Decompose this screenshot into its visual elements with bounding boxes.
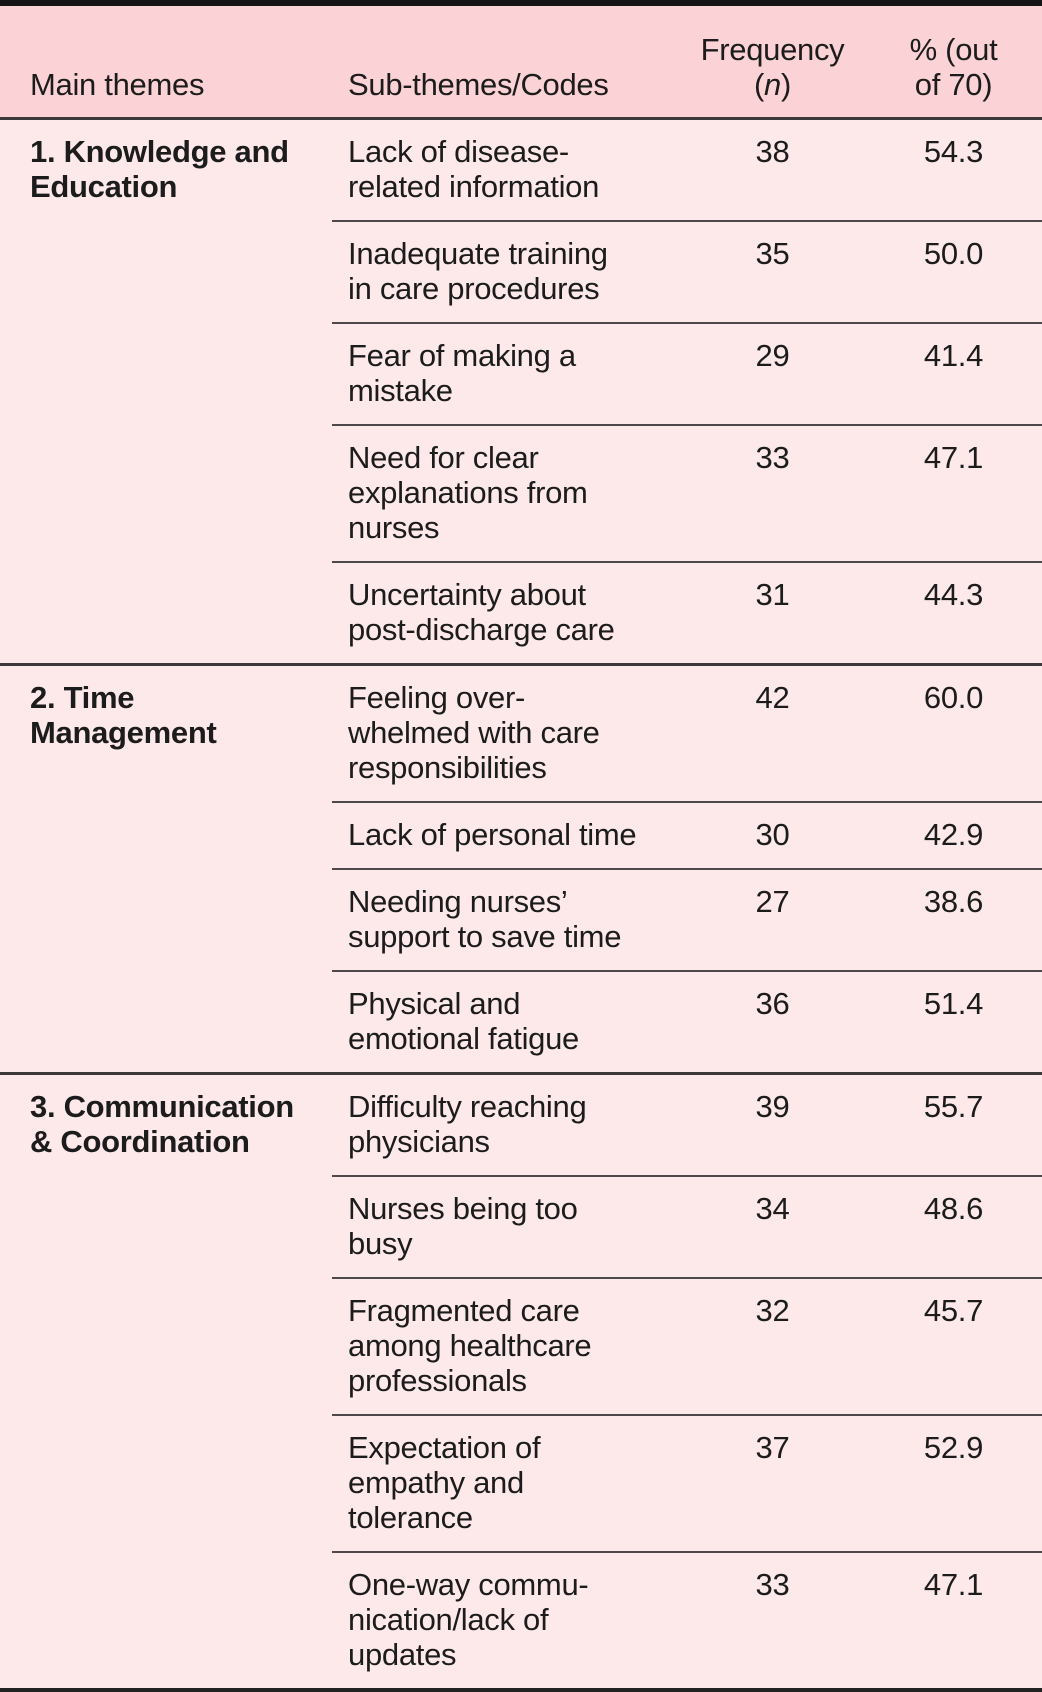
sub-theme-cell: Inadequate training in care procedures (348, 236, 608, 306)
table-row: Lack of disease- related information 38 … (332, 120, 1042, 220)
main-theme-label: 3. Communication & Coordination (30, 1089, 294, 1159)
percent-cell: 52.9 (923, 1430, 984, 1465)
frequency-cell: 42 (755, 680, 790, 715)
frequency-cell: 35 (755, 236, 790, 271)
percent-cell: 42.9 (923, 817, 984, 852)
table-row: Nurses being too busy 34 48.6 (332, 1175, 1042, 1277)
frequency-cell: 30 (755, 817, 790, 852)
table-row: Expectation of empathy and tolerance 37 … (332, 1414, 1042, 1551)
section-subrows: Difficulty reaching physicians 39 55.7 N… (332, 1075, 1042, 1688)
main-theme-label: 1. Knowledge and Education (30, 134, 289, 204)
table-header-row: Main themes Sub-themes/Codes Frequency (… (0, 6, 1042, 117)
header-main-themes: Main themes (30, 67, 205, 102)
percent-cell: 54.3 (923, 134, 984, 169)
frequency-cell: 38 (755, 134, 790, 169)
table-row: Physical and emotional fatigue 36 51.4 (332, 970, 1042, 1072)
theme-section-3: 3. Communication & Coordination Difficul… (0, 1072, 1042, 1688)
sub-theme-cell: Need for clear explanations from nurses (348, 440, 588, 545)
frequency-cell: 27 (755, 884, 790, 919)
sub-theme-cell: Expectation of empathy and tolerance (348, 1430, 541, 1535)
table-row: Difficulty reaching physicians 39 55.7 (332, 1075, 1042, 1175)
frequency-cell: 34 (755, 1191, 790, 1226)
sub-theme-cell: One-way commu- nication/lack of updates (348, 1567, 589, 1672)
sub-theme-cell: Physical and emotional fatigue (348, 986, 580, 1056)
table-row: Inadequate training in care procedures 3… (332, 220, 1042, 322)
header-percent: % (out of 70) (909, 32, 998, 102)
percent-cell: 50.0 (923, 236, 984, 271)
header-frequency: Frequency (n) (680, 32, 865, 102)
sub-theme-cell: Lack of disease- related information (348, 134, 600, 204)
frequency-cell: 29 (755, 338, 790, 373)
percent-cell: 47.1 (923, 1567, 984, 1602)
header-frequency-word: Frequency (700, 32, 845, 67)
frequency-cell: 32 (755, 1293, 790, 1328)
sub-theme-cell: Feeling over- whelmed with care responsi… (348, 680, 600, 785)
percent-cell: 48.6 (923, 1191, 984, 1226)
table-row: Fear of making a mistake 29 41.4 (332, 322, 1042, 424)
sub-theme-cell: Nurses being too busy (348, 1191, 578, 1261)
header-frequency-n: (n) (753, 67, 791, 102)
table-row: Uncertainty about post-discharge care 31… (332, 561, 1042, 663)
sub-theme-cell: Difficulty reaching physicians (348, 1089, 587, 1159)
frequency-cell: 31 (755, 577, 790, 612)
theme-section-1: 1. Knowledge and Education Lack of disea… (0, 117, 1042, 663)
percent-cell: 47.1 (923, 440, 984, 475)
percent-cell: 60.0 (923, 680, 984, 715)
theme-section-2: 2. Time Management Feeling over- whelmed… (0, 663, 1042, 1072)
main-theme-label: 2. Time Management (30, 680, 217, 750)
percent-cell: 44.3 (923, 577, 984, 612)
sub-theme-cell: Uncertainty about post-discharge care (348, 577, 615, 647)
table-row: Needing nurses’ support to save time 27 … (332, 868, 1042, 970)
frequency-cell: 39 (755, 1089, 790, 1124)
percent-cell: 55.7 (923, 1089, 984, 1124)
percent-cell: 41.4 (923, 338, 984, 373)
frequency-cell: 33 (755, 1567, 790, 1602)
percent-cell: 38.6 (923, 884, 984, 919)
table-row: Feeling over- whelmed with care responsi… (332, 666, 1042, 801)
frequency-cell: 36 (755, 986, 790, 1021)
table-row: Need for clear explanations from nurses … (332, 424, 1042, 561)
section-subrows: Lack of disease- related information 38 … (332, 120, 1042, 663)
header-sub-themes: Sub-themes/Codes (348, 67, 609, 102)
sub-theme-cell: Needing nurses’ support to save time (348, 884, 622, 954)
table-row: Lack of personal time 30 42.9 (332, 801, 1042, 868)
table-row: One-way commu- nication/lack of updates … (332, 1551, 1042, 1688)
sub-theme-cell: Fear of making a mistake (348, 338, 576, 408)
table-row: Fragmented care among healthcare profess… (332, 1277, 1042, 1414)
percent-cell: 45.7 (923, 1293, 984, 1328)
frequency-cell: 37 (755, 1430, 790, 1465)
sub-theme-cell: Lack of personal time (348, 817, 637, 852)
sub-theme-cell: Fragmented care among healthcare profess… (348, 1293, 592, 1398)
percent-cell: 51.4 (923, 986, 984, 1021)
section-subrows: Feeling over- whelmed with care responsi… (332, 666, 1042, 1072)
frequency-cell: 33 (755, 440, 790, 475)
